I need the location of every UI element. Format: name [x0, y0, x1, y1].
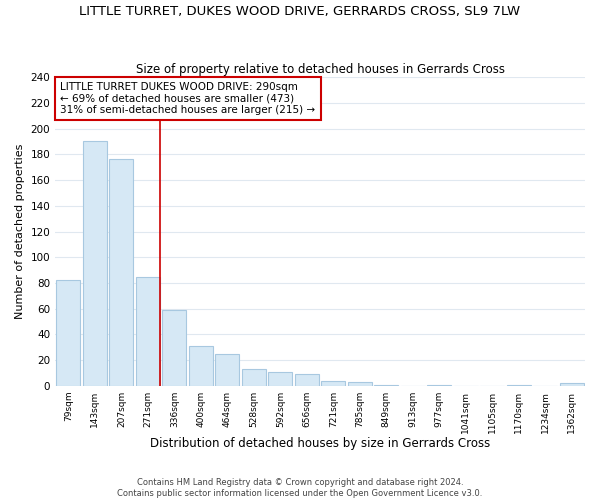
Bar — [163, 310, 187, 386]
Bar — [560, 384, 584, 386]
Bar — [83, 142, 107, 386]
Bar — [427, 384, 451, 386]
Text: LITTLE TURRET DUKES WOOD DRIVE: 290sqm
← 69% of detached houses are smaller (473: LITTLE TURRET DUKES WOOD DRIVE: 290sqm ←… — [61, 82, 316, 115]
Bar — [322, 380, 345, 386]
Bar — [189, 346, 213, 386]
Bar — [136, 276, 160, 386]
Bar — [507, 384, 530, 386]
Bar — [268, 372, 292, 386]
Bar — [348, 382, 372, 386]
Y-axis label: Number of detached properties: Number of detached properties — [15, 144, 25, 319]
Bar — [374, 384, 398, 386]
Text: Contains HM Land Registry data © Crown copyright and database right 2024.
Contai: Contains HM Land Registry data © Crown c… — [118, 478, 482, 498]
Bar — [215, 354, 239, 386]
Text: LITTLE TURRET, DUKES WOOD DRIVE, GERRARDS CROSS, SL9 7LW: LITTLE TURRET, DUKES WOOD DRIVE, GERRARD… — [79, 5, 521, 18]
Bar — [109, 160, 133, 386]
Bar — [295, 374, 319, 386]
Bar — [242, 369, 266, 386]
Title: Size of property relative to detached houses in Gerrards Cross: Size of property relative to detached ho… — [136, 63, 505, 76]
Bar — [56, 280, 80, 386]
X-axis label: Distribution of detached houses by size in Gerrards Cross: Distribution of detached houses by size … — [150, 437, 490, 450]
